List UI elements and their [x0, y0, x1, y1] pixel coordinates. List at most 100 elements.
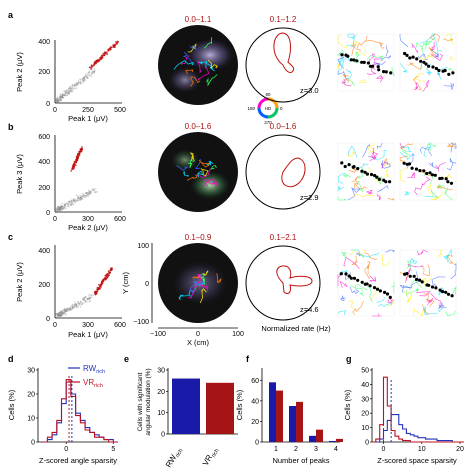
ratemap-a: 0.0–1.1 [158, 15, 238, 105]
scatter-b-ytick-3: 600 [38, 134, 50, 141]
panel-f-xtick-3: 4 [334, 446, 338, 453]
panel-f-xtick-1: 2 [294, 446, 298, 453]
panel-f: f 0 20 40 60 1 2 3 4 Number of peaks Cells (%) [235, 354, 343, 465]
panel-f-ytick-3: 60 [251, 378, 259, 385]
ratemap-c-xtick-0: −100 [150, 331, 166, 338]
panel-g-series-0 [372, 414, 464, 443]
panel-f-bar-1-1 [296, 401, 303, 442]
panel-f-xlabel: Number of peaks [272, 456, 329, 465]
polar-b: 0.0–1.6 z=2.9 [245, 122, 321, 210]
scatter-b-xlabel: Peak 2 (μV) [68, 223, 108, 232]
panel-letter-b: b [8, 122, 14, 132]
panel-e-ylabel: Cells with significantangular modulation… [137, 368, 152, 435]
panel-e-cat-rw: RWrich [164, 446, 185, 471]
scatter-b-xtick-1: 300 [82, 216, 94, 223]
panel-d-series-0 [42, 381, 118, 443]
scatter-b-ytick-2: 400 [38, 159, 50, 166]
ratemap-a-range: 0.0–1.1 [185, 15, 212, 24]
trajectory-c-2 [399, 248, 457, 317]
panel-d-ylabel: Cells (%) [7, 389, 16, 420]
polar-a-tuning-curve [273, 32, 295, 73]
panel-g-ytick-5: 50 [361, 368, 369, 375]
panel-g-xtick-1: 10 [418, 446, 426, 453]
panel-g: g 0 10 20 30 40 50 0 10 20 Z-scored space sparsi… [343, 354, 464, 465]
row-b: b 0 200 400 600 0 300 600 Peak 2 (μV) Pe… [8, 122, 457, 232]
panel-letter-d: d [8, 354, 14, 364]
panel-letter-g: g [346, 354, 352, 364]
polar-c-range: 0.1–2.1 [270, 233, 297, 242]
hd-tick-180: 180 [247, 106, 255, 111]
legend-vr-label: VRrich [83, 378, 103, 389]
panel-f-bar-2-1 [316, 429, 323, 442]
panel-e-bar-0 [172, 378, 200, 434]
polar-a: 0.1–1.2 z=3.0 [245, 15, 321, 103]
scatter-a-xtick-1: 250 [82, 107, 94, 114]
panel-e-ytick-3: 30 [157, 368, 165, 375]
row-c: c 0 200 400 0 300 600 Peak 1 (μV) Peak 2… [8, 232, 457, 347]
panel-d: d 0 10 20 30 0 5 RWrich VRrich Z-scored angle… [7, 354, 118, 465]
polar-b-range: 0.0–1.6 [270, 122, 297, 131]
polar-c: 0.1–2.1 z=4.6 Normalized rate (Hz) [245, 233, 331, 333]
scatter-b: 0 200 400 600 0 300 600 Peak 2 (μV) Peak… [15, 134, 126, 232]
panel-f-bar-3-1 [336, 438, 343, 442]
panel-d-xtick-1: 5 [111, 446, 115, 453]
polar-c-zscore: z=4.6 [300, 305, 319, 314]
panel-f-ylabel: Cells (%) [235, 389, 244, 420]
scatter-b-xtick-0: 0 [53, 216, 57, 223]
legend-rw-label: RWrich [83, 364, 105, 375]
ratemap-b-trajectory [176, 152, 218, 187]
scatter-a-ylabel: Peak 2 (μV) [15, 52, 24, 92]
panel-e-cat-vr: VRrich [201, 446, 221, 469]
panel-f-bar-3-0 [329, 440, 336, 442]
scatter-c-ytick-0: 0 [46, 316, 50, 323]
scatter-b-points [54, 146, 98, 214]
scatter-c-xtick-2: 600 [114, 322, 126, 329]
panel-g-xtick-2: 20 [456, 446, 464, 453]
ratemap-c-xtick-2: 100 [232, 331, 244, 338]
polar-c-xlabel: Normalized rate (Hz) [261, 324, 331, 333]
scatter-c-ylabel: Peak 2 (μV) [15, 262, 24, 302]
ratemap-c-ytick-1: 0 [145, 281, 149, 288]
panel-f-bar-0-1 [276, 390, 283, 442]
panel-f-ytick-1: 20 [251, 419, 259, 426]
trajectory-b-1 [337, 142, 395, 201]
ratemap-c-range: 0.1–0.9 [185, 233, 212, 242]
ratemap-c-ylabel: Y (cm) [121, 272, 130, 294]
scatter-c-xtick-0: 0 [53, 322, 57, 329]
panel-g-ytick-0: 0 [365, 440, 369, 447]
scatter-c-points [54, 267, 113, 319]
panel-d-ytick-2: 20 [27, 392, 35, 399]
panel-letter-f: f [246, 354, 250, 364]
scatter-a-xlabel: Peak 1 (μV) [68, 114, 108, 123]
panel-d-ytick-3: 30 [27, 368, 35, 375]
panel-f-ytick-2: 40 [251, 398, 259, 405]
panel-f-bar-0-0 [269, 382, 276, 442]
ratemap-c-xtick-1: 0 [196, 331, 200, 338]
panel-f-bar-2-0 [309, 435, 316, 442]
panel-d-series-1 [42, 379, 118, 443]
polar-a-zscore: z=3.0 [300, 86, 319, 95]
scatter-b-ylabel: Peak 3 (μV) [15, 154, 24, 194]
scatter-b-ytick-1: 200 [38, 185, 50, 192]
panel-d-xtick-0: 0 [64, 446, 68, 453]
hd-label: HD [265, 106, 272, 111]
row-a: a 0 200 400 0 250 500 Peak 1 (μV) Peak 2… [8, 10, 457, 125]
polar-c-tuning-curve [276, 265, 313, 295]
hd-tick-90: 90 [265, 92, 271, 97]
panel-e-ytick-2: 20 [157, 389, 165, 396]
panel-f-bar-1-0 [289, 406, 296, 442]
panel-letter-c: c [8, 232, 13, 242]
polar-a-circle [245, 27, 321, 103]
panel-g-xtick-0: 0 [382, 446, 386, 453]
panel-g-ylabel: Cells (%) [343, 389, 352, 420]
polar-a-range: 0.1–1.2 [270, 15, 297, 24]
ratemap-c-trajectory [178, 270, 222, 304]
scatter-a-xtick-2: 500 [114, 107, 126, 114]
scatter-b-ytick-0: 0 [46, 210, 50, 217]
scatter-a-ytick-2: 400 [38, 39, 50, 46]
panel-d-xlabel: Z-scored angle sparsity [39, 456, 117, 465]
panel-f-xtick-2: 3 [314, 446, 318, 453]
trajectory-b-2 [399, 142, 457, 201]
panel-e-ytick-1: 10 [157, 410, 165, 417]
